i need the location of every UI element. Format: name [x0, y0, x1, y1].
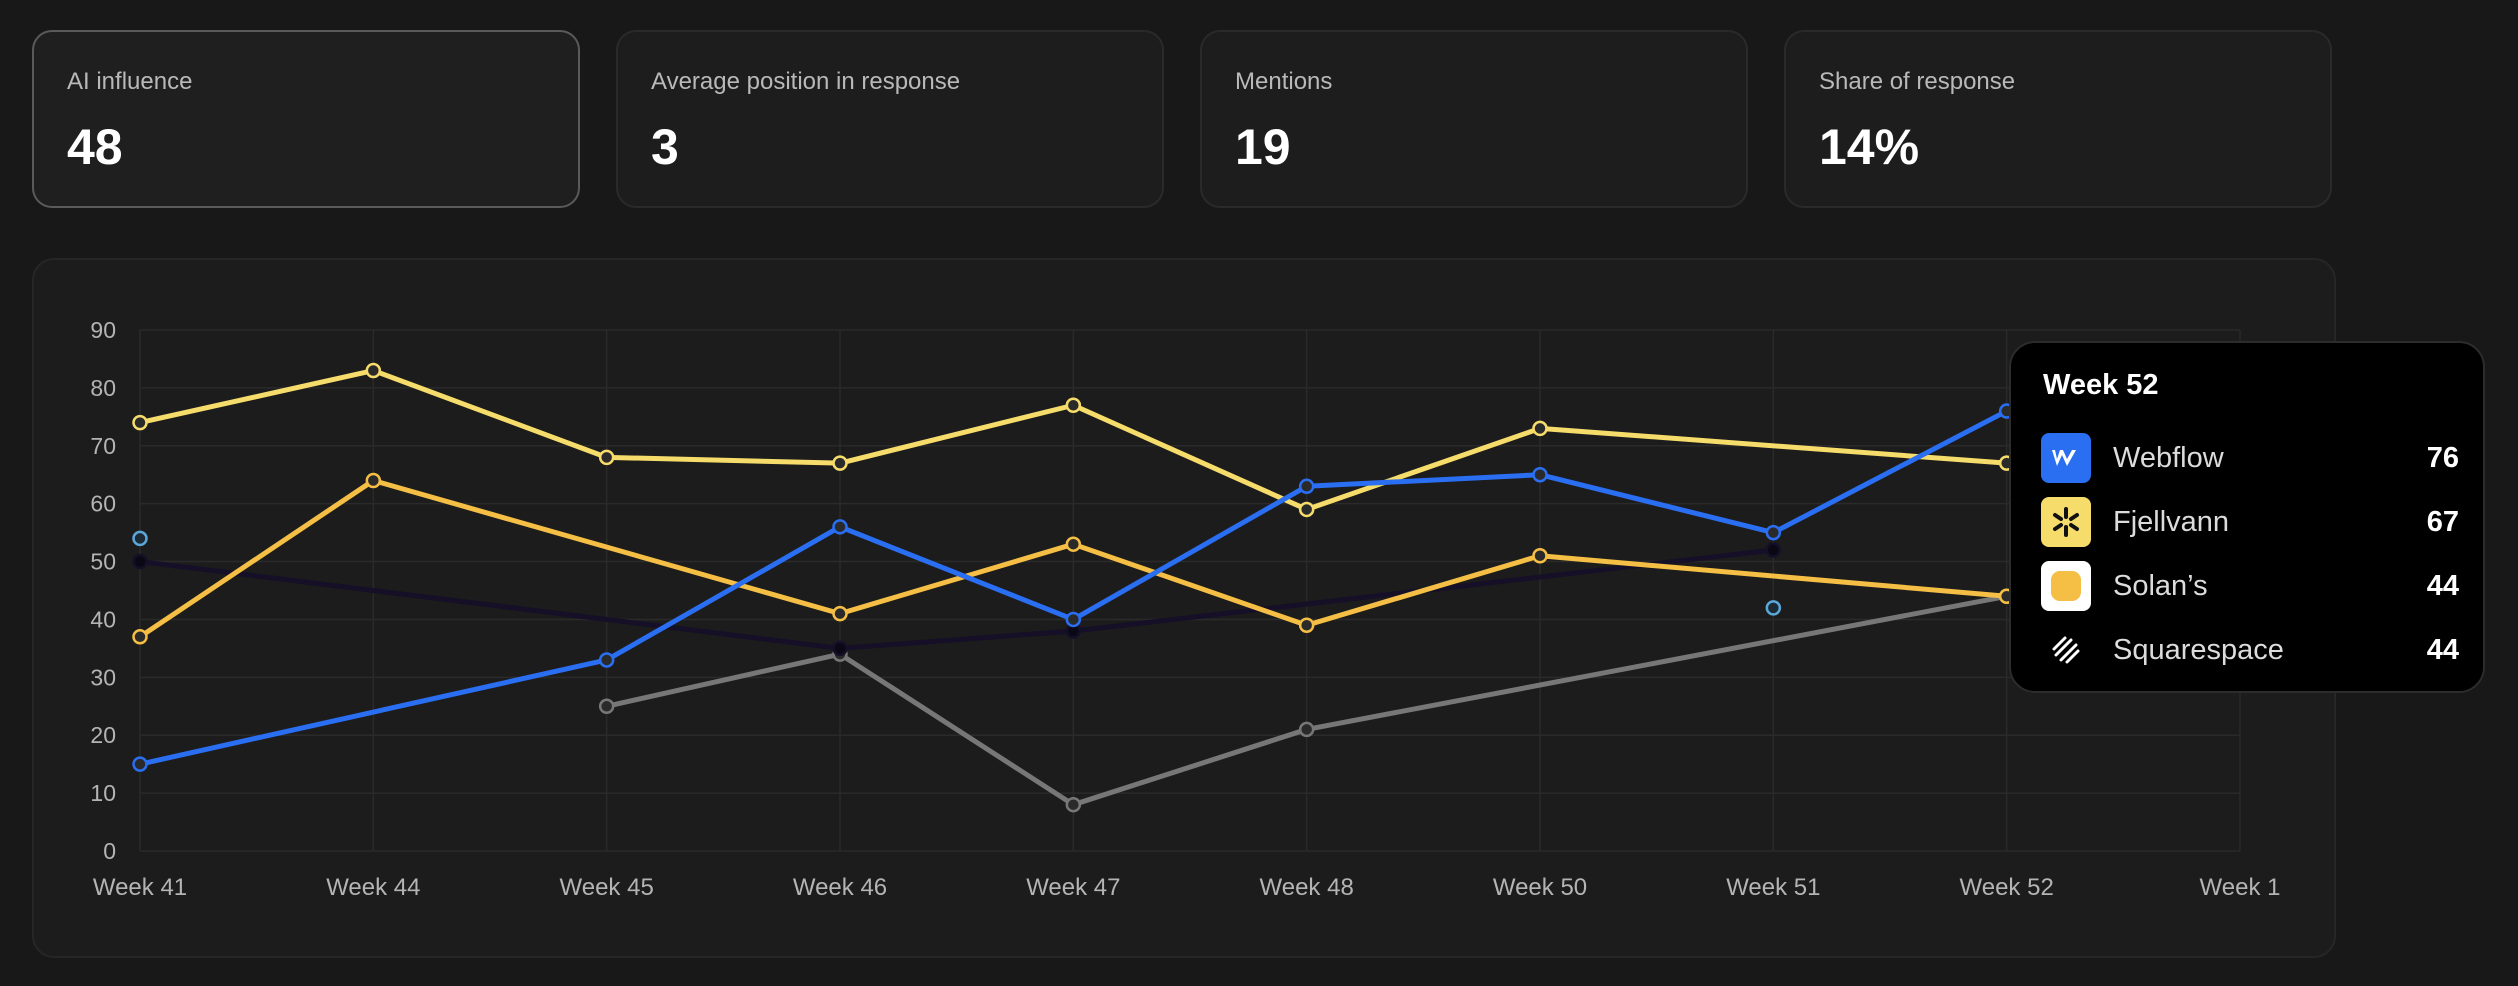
- tooltip-row-squarespace: Squarespace 44: [2041, 625, 2459, 675]
- data-point: [1298, 478, 1315, 495]
- y-tick-label: 0: [103, 838, 116, 864]
- tooltip-brand-name: Fjellvann: [2113, 506, 2230, 538]
- tooltip-title: Week 52: [2043, 369, 2159, 401]
- tooltip-brand-value: 44: [2426, 570, 2459, 602]
- y-tick-label: 70: [90, 433, 116, 459]
- y-tick-label: 10: [90, 780, 116, 806]
- tooltip-row-fjellvann: Fjellvann 67: [2041, 497, 2459, 547]
- metric-value: 48: [67, 119, 123, 175]
- x-tick-label: Week 52: [1960, 874, 2054, 901]
- data-point: [1065, 796, 1082, 813]
- tooltip-brand-name: Webflow: [2113, 442, 2224, 474]
- y-tick-label: 80: [90, 375, 116, 401]
- data-point: [1532, 420, 1548, 437]
- data-point: [1065, 397, 1082, 414]
- x-tick-label: Week 51: [1726, 874, 1820, 901]
- data-point: [365, 472, 382, 489]
- metric-label: Share of response: [1819, 68, 2016, 95]
- data-point: [132, 629, 148, 645]
- data-point: [832, 605, 848, 622]
- x-tick-label: Week 44: [326, 874, 420, 901]
- solans-logo-icon: [2041, 561, 2091, 611]
- x-tick-label: Week 47: [1026, 874, 1120, 901]
- metric-label: AI influence: [67, 68, 193, 95]
- metric-label: Average position in response: [651, 68, 961, 95]
- data-point: [132, 553, 148, 570]
- data-point: [1765, 542, 1782, 558]
- data-point: [832, 455, 848, 471]
- y-tick-label: 20: [90, 722, 116, 748]
- data-point: [598, 698, 615, 715]
- chart-series: [132, 362, 2015, 813]
- metric-value: 14%: [1819, 119, 1920, 175]
- data-point: [132, 414, 148, 431]
- data-point: [365, 362, 382, 379]
- data-point: [1298, 721, 1315, 738]
- metric-label: Mentions: [1235, 68, 1333, 95]
- squarespace-logo-icon: [2041, 625, 2091, 675]
- x-tick-label: Week 46: [793, 874, 887, 901]
- data-point: [1765, 524, 1782, 541]
- y-tick-label: 90: [90, 317, 116, 343]
- x-tick-label: Week 45: [560, 874, 654, 901]
- series-line-series-4: [137, 547, 1776, 651]
- y-tick-label: 60: [90, 491, 116, 517]
- y-tick-label: 40: [90, 606, 116, 632]
- tooltip-row-webflow: Webflow 76: [2041, 433, 2459, 483]
- data-point: [598, 449, 615, 466]
- tooltip-brand-name: Solan’s: [2113, 570, 2208, 602]
- chart-axes: 0 10 20 30 40 50 60 70 80 90 Week 41 Week 44 Week 45…: [90, 317, 2280, 901]
- metric-card-ai-influence[interactable]: AI influence 48: [32, 30, 580, 208]
- webflow-logo-icon: [2041, 433, 2091, 483]
- series-line-fjellvann: [137, 368, 2010, 512]
- tooltip-brand-value: 76: [2426, 442, 2459, 474]
- tooltip-brand-value: 67: [2426, 506, 2459, 538]
- data-point: [598, 652, 615, 668]
- metric-card-mentions[interactable]: Mentions 19: [1200, 30, 1748, 208]
- metric-value: 3: [651, 119, 679, 175]
- metric-card-share-of-response[interactable]: Share of response 14%: [1784, 30, 2332, 208]
- x-tick-label: Week 41: [93, 874, 187, 901]
- data-point: [832, 519, 848, 535]
- y-tick-label: 50: [90, 549, 116, 575]
- chart-tooltip: Week 52 Webflow 76 Fjellvann 67: [2009, 341, 2485, 693]
- x-tick-label: Week 50: [1493, 874, 1587, 901]
- data-point: [1765, 600, 1782, 616]
- data-point: [1298, 617, 1315, 633]
- x-tick-label: Week 48: [1260, 874, 1354, 901]
- data-point: [132, 530, 148, 547]
- metric-value: 19: [1235, 119, 1291, 175]
- data-point: [132, 756, 148, 772]
- data-point: [832, 640, 848, 657]
- tooltip-brand-name: Squarespace: [2113, 634, 2284, 666]
- tooltip-brand-value: 44: [2426, 634, 2459, 666]
- x-tick-label: Week 1: [2200, 874, 2281, 901]
- series-line-webflow: [137, 408, 2010, 767]
- y-tick-label: 30: [90, 664, 116, 690]
- fjellvann-logo-icon: [2041, 497, 2091, 547]
- data-point: [1065, 536, 1082, 552]
- data-point: [1532, 466, 1548, 483]
- data-point: [1065, 611, 1082, 628]
- tooltip-row-solans: Solan’s 44: [2041, 561, 2459, 611]
- data-point: [1532, 548, 1548, 564]
- data-point: [1298, 501, 1315, 518]
- metric-card-average-position[interactable]: Average position in response 3: [616, 30, 1164, 208]
